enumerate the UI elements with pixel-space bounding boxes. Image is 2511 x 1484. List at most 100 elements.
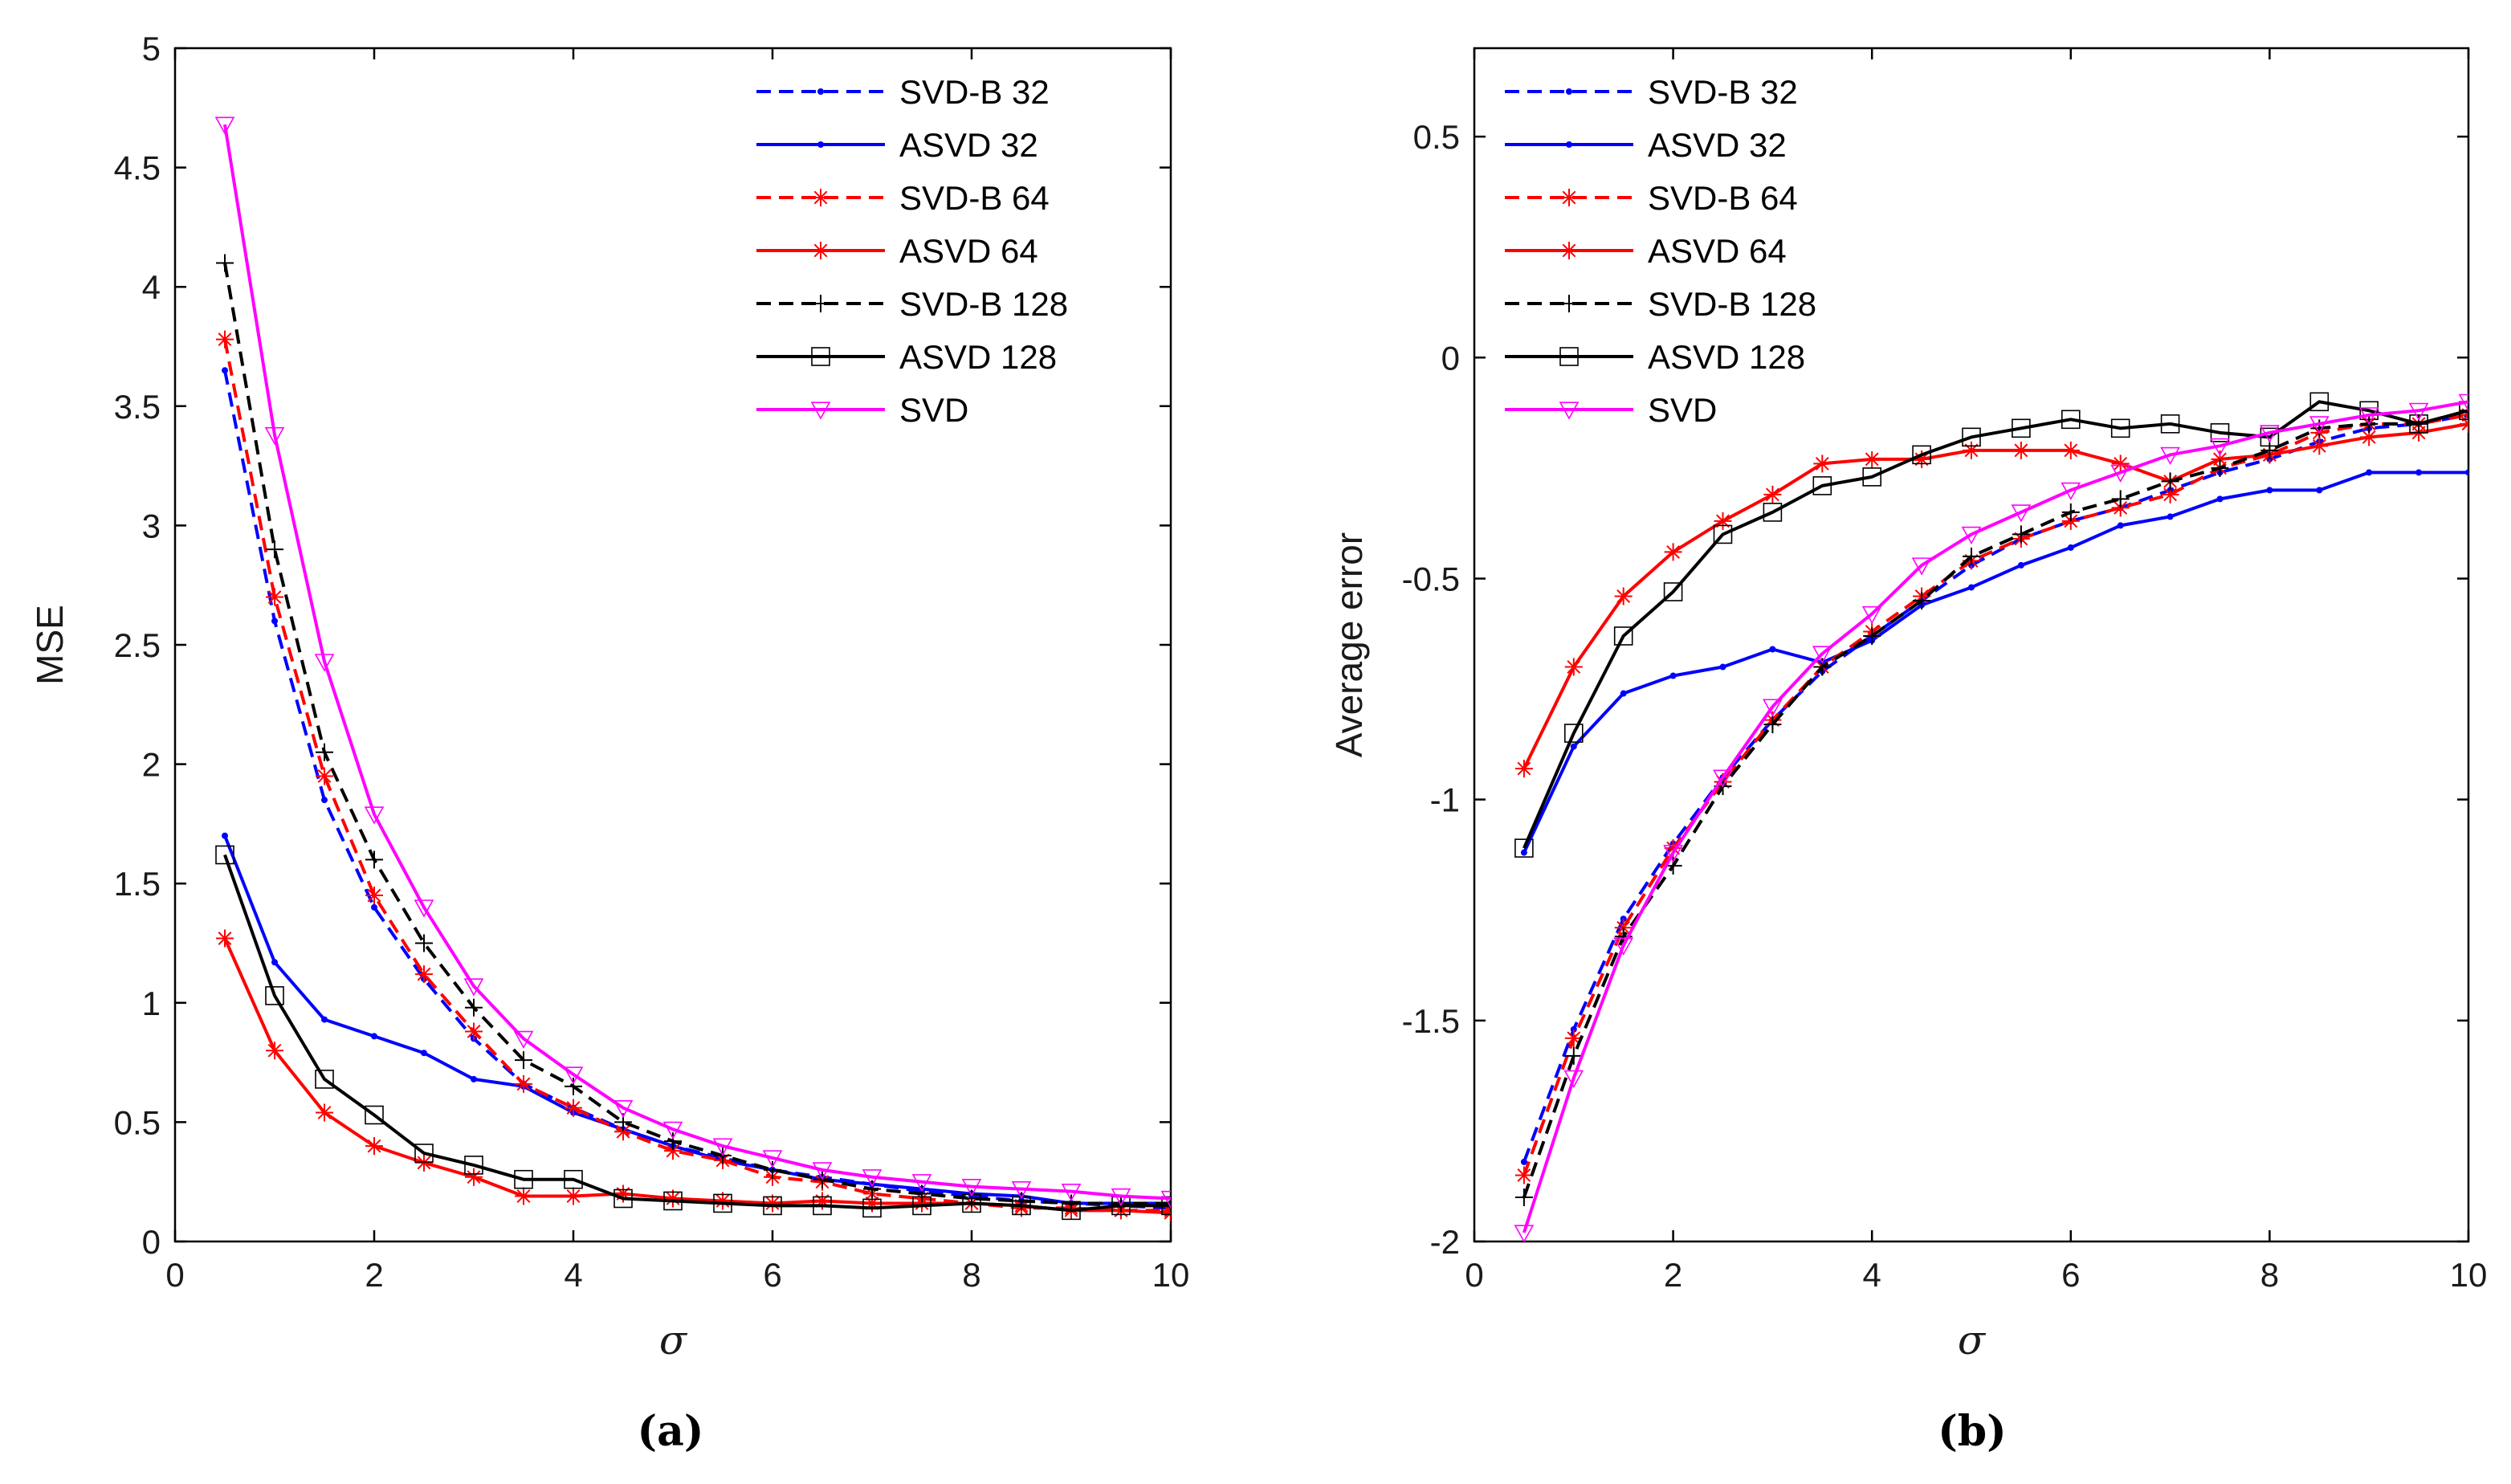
panel-a-legend-label-svd-b-128: SVD-B 128 xyxy=(899,285,1068,323)
panel-a-series-line-svd-b-128 xyxy=(223,263,1171,1205)
panel-a-point-svd-b-128 xyxy=(266,540,283,559)
panel-b-point-asvd-32 xyxy=(2366,469,2373,476)
panel-b-point-svd-b-32 xyxy=(1620,915,1627,923)
panel-a-point-asvd-32 xyxy=(321,1016,328,1023)
panel-b-y-tick-label: -0.5 xyxy=(1402,560,1460,597)
panel-b-point-svd-b-64 xyxy=(2061,512,2080,530)
panel-b-point-svd xyxy=(1861,605,1882,625)
panel-a-point-asvd-128 xyxy=(862,1198,882,1218)
panel-a-legend-marker-svd-b-64 xyxy=(812,189,830,206)
panel-b-series-line-svd-b-32 xyxy=(1522,413,2468,1163)
panel-b-point-svd xyxy=(2408,402,2429,421)
panel-a-point-svd xyxy=(1160,1190,1171,1209)
panel-b-point-asvd-32 xyxy=(2017,561,2024,569)
panel-a-point-asvd-128 xyxy=(215,845,234,865)
panel-b-point-asvd-128 xyxy=(2110,418,2130,438)
panel-a-point-svd-b-32 xyxy=(222,367,228,374)
panel-a-point-asvd-64 xyxy=(266,1042,283,1060)
panel-a-point-svd-b-64 xyxy=(216,330,234,349)
panel-b-point-asvd-128 xyxy=(1763,503,1783,522)
panel-b-point-asvd-64 xyxy=(2012,441,2030,459)
panel-a-mse-chart: 0 2 4 6 8 10 0 0.5 1 1.5 2 2.5 3 3.5 4 4.5 5 σ MSE SVD-B 32… xyxy=(29,30,1189,1364)
panel-b-point-svd-b-128 xyxy=(1963,547,1980,565)
panel-b-point-svd xyxy=(2061,482,2081,501)
panel-b-x-tick-label: 0 xyxy=(1465,1256,1483,1294)
panel-b-series-line-svd-b-128 xyxy=(1522,409,2468,1198)
panel-a-point-svd-b-32 xyxy=(371,903,377,911)
panel-a-legend-label-asvd-128: ASVD 128 xyxy=(899,338,1057,376)
panel-a-point-svd xyxy=(463,978,484,997)
panel-a-point-svd xyxy=(911,1174,932,1192)
panel-b-series-line-svd-b-64 xyxy=(1522,413,2468,1176)
panel-b-point-asvd-64 xyxy=(2211,450,2229,468)
panel-a-y-tick-label: 2 xyxy=(142,746,161,784)
panel-b-point-asvd-32 xyxy=(2316,487,2323,494)
panel-a-point-svd xyxy=(364,806,385,825)
panel-a-legend-marker-svd-b-128 xyxy=(812,295,830,312)
panel-b-point-svd-b-64 xyxy=(1614,919,1633,937)
panel-a-x-tick-label: 4 xyxy=(564,1256,582,1294)
panel-a-legend-label-asvd-32: ASVD 32 xyxy=(899,126,1038,164)
panel-b-point-asvd-32 xyxy=(1620,690,1627,697)
panel-b-point-svd xyxy=(1911,557,1932,576)
panel-b-point-svd xyxy=(2309,416,2330,434)
panel-a-point-svd xyxy=(812,1162,833,1180)
panel-b-point-svd-b-128 xyxy=(2211,459,2229,477)
panel-b-legend-label-svd: SVD xyxy=(1648,391,1717,429)
panel-b-point-svd-b-64 xyxy=(1664,839,1682,858)
panel-b-y-axis-label: Average error xyxy=(1328,532,1370,757)
panel-a-point-asvd-64 xyxy=(913,1194,931,1213)
panel-b-point-svd-b-32 xyxy=(1520,1158,1527,1165)
panel-b-point-svd-b-128 xyxy=(1763,716,1782,734)
panel-b-point-svd xyxy=(1961,526,1982,545)
panel-a-legend-label-svd-b-32: SVD-B 32 xyxy=(899,73,1050,111)
panel-a-point-svd-b-32 xyxy=(321,797,328,804)
panel-a-point-svd xyxy=(762,1150,783,1168)
panel-a-point-svd xyxy=(1061,1183,1082,1202)
panel-b-point-asvd-128 xyxy=(2409,414,2428,434)
panel-a-point-svd-b-64 xyxy=(565,1099,582,1117)
panel-a-series-line-asvd-64 xyxy=(223,937,1171,1215)
panel-a-legend-label-svd: SVD xyxy=(899,391,968,429)
panel-b-y-tick-label: 0.5 xyxy=(1413,118,1460,156)
panel-a-point-svd-b-128 xyxy=(863,1180,881,1198)
panel-a-x-tick-label: 6 xyxy=(763,1256,781,1294)
panel-a-point-svd-b-64 xyxy=(614,1123,632,1141)
panel-b-point-svd-b-128 xyxy=(2161,472,2179,491)
panel-a-point-svd xyxy=(513,1030,534,1050)
panel-a-point-asvd-64 xyxy=(565,1187,582,1205)
panel-a-point-asvd-32 xyxy=(371,1033,377,1040)
panel-b-average-error-chart: 0 2 4 6 8 10 -2 -1.5 -1 -0.5 0 0.5 σ Average error SVD… xyxy=(1328,47,2487,1364)
panel-b-point-asvd-128 xyxy=(1962,427,1981,447)
panel-b-point-asvd-64 xyxy=(1514,760,1533,778)
panel-b-point-svd-b-128 xyxy=(1564,1046,1583,1065)
panel-a-point-svd xyxy=(712,1138,733,1156)
panel-b-point-svd xyxy=(2458,393,2468,412)
panel-b-point-asvd-128 xyxy=(2012,418,2031,438)
panel-a-point-svd-b-64 xyxy=(266,588,283,606)
panel-a-x-tick-label: 8 xyxy=(962,1256,980,1294)
panel-b-legend-marker-svd xyxy=(1559,402,1580,420)
panel-b-point-asvd-64 xyxy=(2111,455,2130,473)
panel-a-x-tick-label: 2 xyxy=(365,1256,383,1294)
panel-a-legend-marker-asvd-32 xyxy=(817,141,824,148)
panel-b-point-asvd-128 xyxy=(1713,524,1733,544)
panel-a-point-asvd-64 xyxy=(764,1194,781,1213)
panel-b-point-svd-b-32 xyxy=(1570,1025,1577,1033)
panel-b-point-asvd-64 xyxy=(1913,450,1931,468)
panel-a-y-tick-label: 0.5 xyxy=(114,1103,161,1141)
panel-a-point-asvd-128 xyxy=(912,1196,931,1216)
panel-a-point-svd xyxy=(1111,1188,1131,1207)
panel-b-point-svd xyxy=(1663,845,1683,863)
panel-a-point-asvd-32 xyxy=(222,832,228,839)
panel-b-point-svd-b-64 xyxy=(2161,485,2179,503)
panel-a-point-svd-b-128 xyxy=(664,1132,682,1151)
panel-b-point-asvd-32 xyxy=(1968,584,1975,591)
panel-a-y-tick-label: 4.5 xyxy=(114,149,161,187)
panel-a-point-asvd-128 xyxy=(315,1070,334,1089)
panel-b-point-svd xyxy=(1514,1225,1535,1241)
panel-b-point-svd xyxy=(2110,464,2131,483)
panel-b-x-tick-label: 8 xyxy=(2260,1256,2279,1294)
panel-a-y-axis-label: MSE xyxy=(29,605,71,685)
panel-b-legend-marker-svd-b-128 xyxy=(1560,295,1578,312)
